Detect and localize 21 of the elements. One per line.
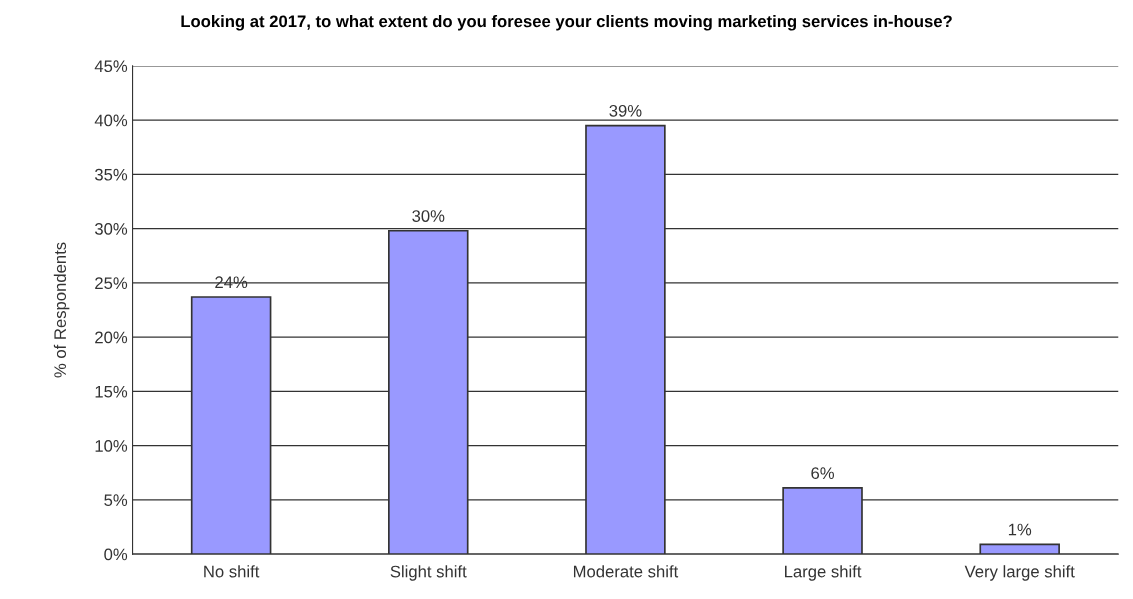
data-label: 1% xyxy=(1008,523,1032,536)
y-tick-label: 20% xyxy=(95,331,128,344)
x-tick-label: Very large shift xyxy=(964,565,1075,581)
x-tick-label: Slight shift xyxy=(390,565,467,581)
data-label: 30% xyxy=(412,210,445,222)
y-tick-label: 5% xyxy=(104,494,128,507)
y-tick-label: 45% xyxy=(94,60,128,73)
data-label: 6% xyxy=(811,467,835,480)
y-tick-label: 10% xyxy=(95,439,128,452)
y-tick-label: 30% xyxy=(94,223,128,235)
y-tick-label: 40% xyxy=(94,114,128,127)
y-tick-label: 25% xyxy=(95,277,128,290)
x-tick-label: Large shift xyxy=(785,565,862,581)
y-tick-label: 35% xyxy=(94,168,128,181)
x-tick-label: No shift xyxy=(204,565,260,578)
y-axis-title: % of Respondents xyxy=(53,242,70,378)
x-tick-label: Moderate shift xyxy=(573,565,679,578)
y-tick-label: 0% xyxy=(104,548,128,561)
chart-title: Looking at 2017, to what extent do you foresee your clients moving marketing services in-house? xyxy=(181,14,952,31)
data-label: 39% xyxy=(609,104,642,117)
y-tick-label: 15% xyxy=(95,385,128,398)
